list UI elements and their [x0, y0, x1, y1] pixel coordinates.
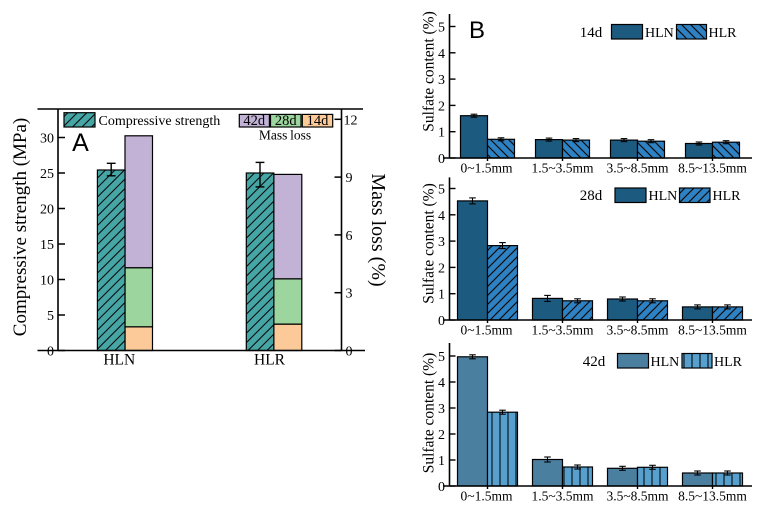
svg-text:HLR: HLR — [714, 355, 743, 370]
svg-text:1.5~3.5mm: 1.5~3.5mm — [531, 489, 594, 504]
svg-text:0~1.5mm: 0~1.5mm — [461, 323, 513, 338]
svg-text:4: 4 — [438, 376, 445, 391]
svg-text:Sulfate content (%): Sulfate content (%) — [421, 353, 438, 474]
svg-text:HLN: HLN — [649, 189, 678, 204]
svg-text:1: 1 — [438, 454, 445, 469]
svg-text:HLN: HLN — [645, 26, 674, 41]
svg-text:0: 0 — [47, 345, 54, 360]
svg-text:8.5~13.5mm: 8.5~13.5mm — [678, 161, 747, 176]
svg-text:HLN: HLN — [103, 352, 135, 369]
svg-text:Compressive strength (MPa): Compressive strength (MPa) — [10, 118, 31, 336]
svg-text:5: 5 — [438, 21, 445, 36]
svg-text:42d: 42d — [243, 113, 266, 129]
svg-text:4: 4 — [438, 47, 445, 62]
svg-text:0: 0 — [438, 314, 445, 329]
svg-text:2: 2 — [438, 261, 445, 276]
svg-text:30: 30 — [40, 132, 54, 147]
svg-text:8.5~13.5mm: 8.5~13.5mm — [678, 323, 747, 338]
svg-text:5: 5 — [438, 350, 445, 365]
svg-text:Sulfate content (%): Sulfate content (%) — [421, 183, 438, 304]
svg-text:HLR: HLR — [709, 26, 738, 41]
svg-text:10: 10 — [40, 274, 54, 289]
svg-text:B: B — [469, 17, 485, 44]
svg-text:0~1.5mm: 0~1.5mm — [461, 489, 513, 504]
svg-text:1: 1 — [438, 288, 445, 303]
svg-text:28d: 28d — [580, 188, 603, 204]
svg-text:4: 4 — [438, 209, 445, 224]
svg-text:8.5~13.5mm: 8.5~13.5mm — [678, 489, 747, 504]
svg-text:0: 0 — [346, 345, 353, 360]
svg-text:9: 9 — [346, 171, 353, 186]
svg-text:0: 0 — [438, 152, 445, 167]
svg-text:HLR: HLR — [713, 189, 742, 204]
svg-text:14d: 14d — [307, 113, 330, 129]
svg-text:3: 3 — [346, 287, 353, 302]
svg-text:1.5~3.5mm: 1.5~3.5mm — [531, 161, 594, 176]
svg-text:28d: 28d — [275, 113, 298, 129]
svg-text:HLR: HLR — [254, 352, 286, 369]
svg-text:12: 12 — [344, 113, 358, 128]
svg-text:HLN: HLN — [651, 355, 680, 370]
svg-text:A: A — [72, 129, 89, 157]
svg-text:20: 20 — [40, 203, 54, 218]
svg-text:6: 6 — [346, 229, 353, 244]
svg-text:5: 5 — [47, 309, 54, 324]
svg-text:0~1.5mm: 0~1.5mm — [461, 161, 513, 176]
svg-text:Mass loss: Mass loss — [259, 128, 311, 143]
svg-text:0: 0 — [438, 480, 445, 495]
svg-text:2: 2 — [438, 428, 445, 443]
svg-text:3.5~8.5mm: 3.5~8.5mm — [606, 489, 669, 504]
svg-text:3: 3 — [438, 73, 445, 88]
svg-text:Compressive strength: Compressive strength — [99, 114, 221, 129]
svg-text:1: 1 — [438, 126, 445, 141]
svg-text:5: 5 — [438, 183, 445, 198]
svg-text:1.5~3.5mm: 1.5~3.5mm — [531, 323, 594, 338]
svg-text:3.5~8.5mm: 3.5~8.5mm — [606, 161, 669, 176]
svg-text:Sulfate content (%): Sulfate content (%) — [421, 11, 438, 132]
svg-text:14d: 14d — [580, 25, 603, 41]
svg-text:42d: 42d — [583, 354, 606, 370]
svg-text:15: 15 — [40, 238, 54, 253]
svg-text:Mass loss (%): Mass loss (%) — [367, 173, 389, 286]
svg-text:25: 25 — [40, 167, 54, 182]
svg-text:3: 3 — [438, 235, 445, 250]
svg-text:2: 2 — [438, 99, 445, 114]
svg-text:3: 3 — [438, 402, 445, 417]
svg-text:3.5~8.5mm: 3.5~8.5mm — [606, 323, 669, 338]
